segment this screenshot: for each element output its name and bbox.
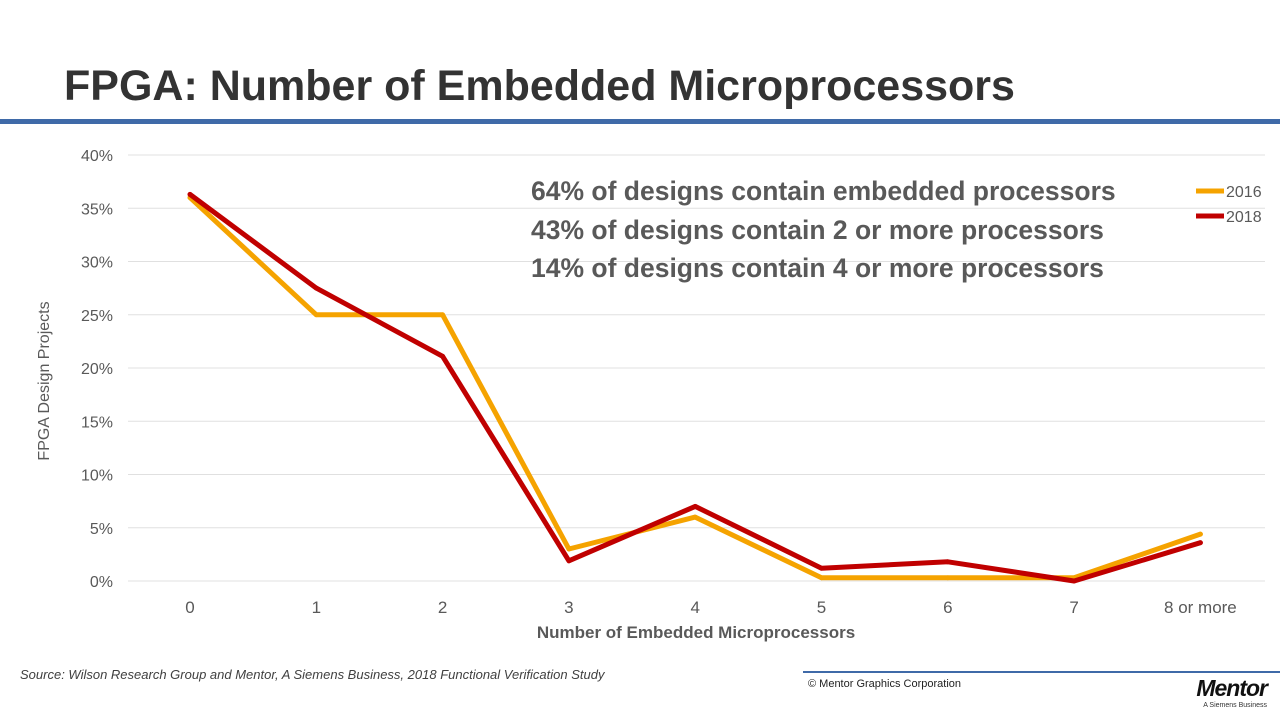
copyright-text: © Mentor Graphics Corporation [808,678,962,690]
callout-box: 64% of designs contain embedded processo… [531,172,1116,288]
x-tick-label: 7 [1069,598,1078,617]
y-tick-label: 15% [81,414,113,431]
y-tick-label: 0% [90,574,113,591]
x-tick-label: 6 [943,598,952,617]
y-tick-label: 35% [81,201,113,218]
data-point-2018 [440,353,445,359]
slide-title: FPGA: Number of Embedded Microprocessors [64,62,1015,110]
source-note: Source: Wilson Research Group and Mentor… [20,667,605,682]
y-tick-label: 5% [90,521,113,538]
data-point-2018 [1071,578,1077,584]
data-point-2018 [313,285,319,291]
x-tick-label: 3 [564,598,573,617]
data-point-2018 [1198,540,1203,546]
legend-label: 2018 [1226,209,1262,226]
callout-line: 64% of designs contain embedded processo… [531,176,1116,206]
mentor-logo: Mentor A Siemens Business [1163,675,1268,710]
x-tick-label: 2 [438,598,447,617]
data-point-2016 [313,312,319,318]
x-axis-title: Number of Embedded Microprocessors [537,623,855,642]
data-point-2016 [566,546,572,552]
legend-label: 2016 [1226,184,1262,201]
data-point-2018 [187,192,193,197]
callout-line: 14% of designs contain 4 or more process… [531,253,1104,283]
data-point-2016 [440,312,445,318]
x-tick-label: 1 [312,598,321,617]
y-axis-title: FPGA Design Projects [36,301,53,460]
data-point-2018 [566,558,572,564]
x-tick-label: 4 [690,598,699,617]
callout-line: 43% of designs contain 2 or more process… [531,214,1104,245]
data-point-2018 [945,559,951,565]
logo-tagline: A Siemens Business [1203,702,1267,709]
x-tick-label: 0 [185,598,194,617]
y-tick-label: 30% [81,255,113,272]
data-point-2016 [1198,531,1203,537]
data-point-2018 [819,565,824,571]
y-tick-label: 40% [81,148,113,165]
x-tick-label: 5 [817,598,826,617]
data-point-2018 [692,504,698,509]
y-tick-label: 20% [81,361,113,378]
x-tick-label: 8 or more [1164,598,1237,617]
y-tick-label: 10% [81,468,113,485]
data-point-2016 [819,575,824,581]
footer-rule [803,671,1280,673]
title-rule [0,119,1280,124]
logo-wordmark: Mentor [1196,675,1268,701]
y-tick-label: 25% [81,308,113,325]
data-point-2016 [692,514,698,520]
data-point-2016 [945,575,951,581]
